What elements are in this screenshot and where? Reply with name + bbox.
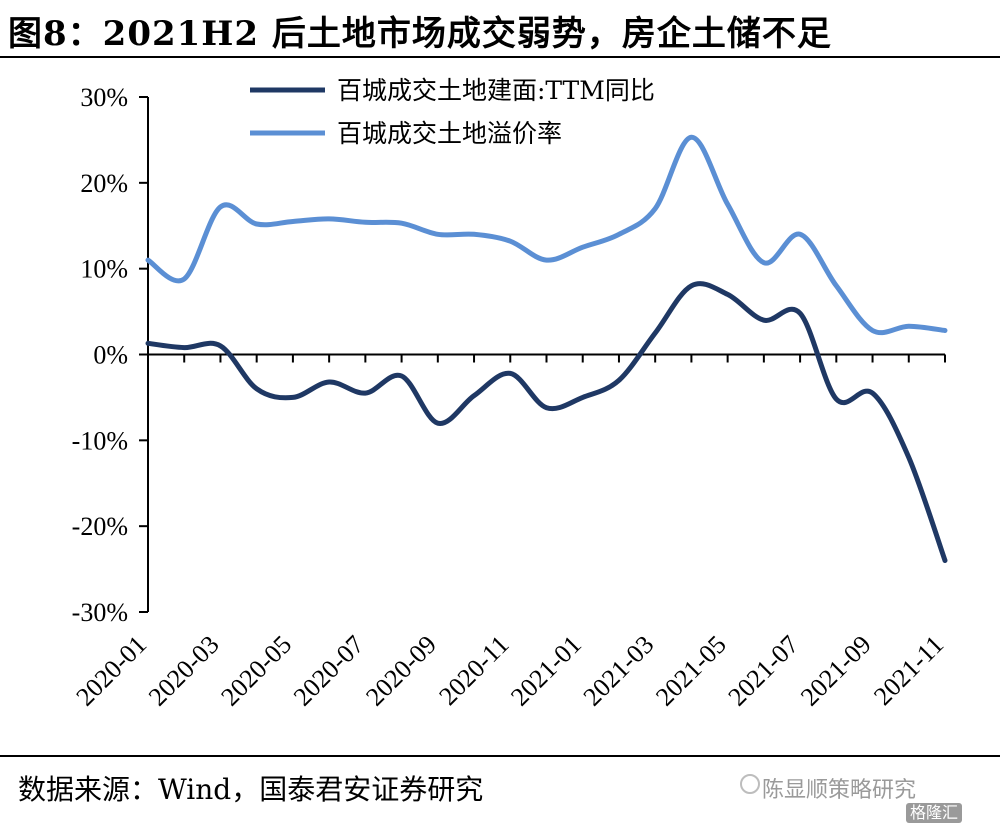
page-title: 图8：2021H2 后土地市场成交弱势，房企土储不足	[8, 14, 832, 54]
wechat-logo-icon	[740, 774, 760, 794]
x-tick-label: 2020-07	[288, 630, 370, 712]
legend-label: 百城成交土地建面:TTM同比	[337, 76, 655, 105]
x-tick-label: 2020-01	[70, 630, 152, 712]
y-tick-label: 10%	[80, 255, 128, 284]
x-tick-label: 2020-09	[360, 630, 442, 712]
x-tick-label: 2021-07	[723, 630, 805, 712]
watermark-badge: 格隆汇	[906, 803, 963, 823]
x-tick-label: 2020-11	[433, 630, 514, 711]
x-tick-label: 2021-01	[505, 630, 587, 712]
x-tick-label: 2020-05	[215, 630, 297, 712]
y-axis-ticks: 30% 20% 10% 0% -10% -20% -30%	[72, 83, 148, 627]
y-tick-label: 20%	[80, 169, 128, 198]
y-tick-label: -20%	[72, 512, 128, 541]
y-tick-label: 30%	[80, 83, 128, 112]
series-line-2	[145, 134, 948, 336]
top-rule	[0, 56, 1000, 58]
x-tick-label: 2021-03	[578, 630, 660, 712]
y-tick-label: -30%	[72, 598, 128, 627]
source-note: 数据来源：Wind，国泰君安证券研究	[18, 773, 484, 806]
x-tick-label: 2021-05	[650, 630, 732, 712]
watermark-text: 陈显顺策略研究	[762, 778, 917, 803]
x-tick-label: 2020-03	[143, 630, 225, 712]
y-tick-label: 0%	[93, 341, 128, 370]
y-tick-label: -10%	[72, 426, 128, 455]
x-axis-ticks: 2020-012020-032020-052020-072020-092020-…	[70, 354, 949, 712]
bottom-rule	[0, 755, 1000, 757]
legend-label: 百城成交土地溢价率	[337, 119, 562, 148]
series-line-1	[145, 281, 948, 563]
x-tick-label: 2021-11	[868, 630, 949, 711]
series-lines	[145, 134, 948, 563]
x-tick-label: 2021-09	[795, 630, 877, 712]
